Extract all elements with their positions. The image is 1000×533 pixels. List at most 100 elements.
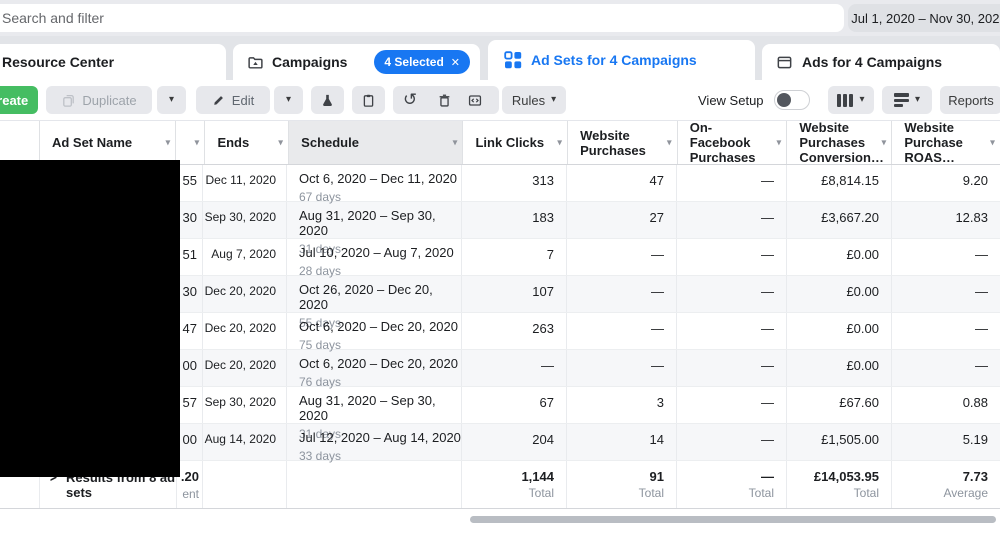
column-header-amount-spent[interactable]: ▾ <box>176 121 206 164</box>
column-header-website-purchases[interactable]: Website Purchases ▾ <box>568 121 678 164</box>
header-label: Link Clicks <box>475 135 545 150</box>
clipboard-button[interactable] <box>352 86 385 114</box>
totals-spacer <box>0 461 40 508</box>
schedule-days: 28 days <box>299 264 342 278</box>
schedule-range: Jul 10, 2020 – Aug 7, 2020 <box>299 245 454 260</box>
folder-icon <box>247 54 264 71</box>
tab-ad-sets[interactable]: Ad Sets for 4 Campaigns <box>488 40 755 80</box>
roas-cell: — <box>975 321 988 336</box>
website-purchases-cell: — <box>567 276 677 312</box>
totals-amount-spent: .20 ent <box>177 461 203 508</box>
sort-caret-icon: ▾ <box>881 137 887 148</box>
totals-caption: Total <box>748 486 774 500</box>
link-clicks-cell: 107 <box>462 276 567 312</box>
sort-caret-icon: ▾ <box>452 137 458 148</box>
edit-button[interactable]: Edit <box>196 86 270 114</box>
totals-conversion-value: £14,053.95 Total <box>787 461 892 508</box>
duplicate-button-label: Duplicate <box>82 92 137 108</box>
search-input[interactable]: Search and filter <box>0 4 844 32</box>
ab-test-button[interactable] <box>311 86 344 114</box>
sort-caret-icon: ▾ <box>278 137 284 148</box>
tab-campaigns[interactable]: Campaigns 4 Selected ✕ <box>233 44 480 80</box>
conversion-value-cell: £0.00 <box>787 276 892 312</box>
totals-value: £14,053.95 <box>813 469 879 484</box>
on-facebook-purchases-cell: — <box>677 424 787 460</box>
chevron-right-icon[interactable]: > <box>50 467 58 487</box>
conversion-value-cell: £1,505.00 <box>787 424 892 460</box>
column-header-website-purchases-conversion[interactable]: Website Purchases Conversion… ▾ <box>787 120 893 165</box>
amount-spent-cell: 00 <box>177 350 203 386</box>
roas-cell: 5.19 <box>962 432 988 447</box>
schedule-range: Oct 6, 2020 – Dec 20, 2020 <box>299 319 458 334</box>
schedule-cell: Oct 6, 2020 – Dec 20, 2020 75 days <box>287 313 462 352</box>
schedule-cell: Jul 10, 2020 – Aug 7, 2020 28 days <box>287 239 462 278</box>
columns-button[interactable]: ▾ <box>828 86 874 114</box>
ends-cell: Aug 14, 2020 <box>203 424 287 460</box>
breakdown-button[interactable]: ▾ <box>882 86 932 114</box>
grid-icon <box>504 51 522 69</box>
badge-close-icon[interactable]: ✕ <box>450 56 460 69</box>
column-header-ad-set-name[interactable]: Ad Set Name ▾ <box>40 121 177 164</box>
horizontal-scrollbar[interactable] <box>470 516 996 523</box>
column-header-schedule[interactable]: Schedule ▾ <box>289 121 464 164</box>
create-button[interactable]: Create <box>0 86 38 114</box>
chevron-down-icon: ▾ <box>551 94 557 105</box>
totals-value: 91 <box>649 469 664 484</box>
on-facebook-purchases-cell: — <box>677 239 787 275</box>
totals-value: 1,144 <box>521 469 554 484</box>
schedule-range: Aug 31, 2020 – Sep 30, 2020 <box>299 208 436 238</box>
chevron-down-icon: ▾ <box>168 94 175 105</box>
sort-caret-icon: ▾ <box>776 137 782 148</box>
date-range-picker[interactable]: Jul 1, 2020 – Nov 30, 2020 <box>848 4 1000 32</box>
header-label: Ad Set Name <box>51 135 133 150</box>
tab-resource-center[interactable]: Resource Center <box>0 44 226 80</box>
column-header-ends[interactable]: Ends ▾ <box>205 121 290 164</box>
schedule-cell: Aug 31, 2020 – Sep 30, 2020 31 days <box>287 387 462 441</box>
tab-ad-sets-label: Ad Sets for 4 Campaigns <box>531 52 697 68</box>
select-all-checkbox-cell[interactable] <box>0 121 40 164</box>
trash-icon[interactable] <box>437 93 452 108</box>
amount-spent-cell: 57 <box>177 387 203 423</box>
schedule-days: 33 days <box>299 449 342 463</box>
rules-button[interactable]: Rules ▾ <box>502 86 566 114</box>
chevron-down-icon: ▾ <box>914 94 921 105</box>
reports-button-label: Reports <box>948 92 994 108</box>
tab-ads-label: Ads for 4 Campaigns <box>802 54 943 70</box>
ends-cell: Sep 30, 2020 <box>203 202 287 238</box>
columns-icon <box>837 93 854 107</box>
undo-icon[interactable]: ↺ <box>402 89 418 109</box>
column-header-website-purchase-roas[interactable]: Website Purchase ROAS… ▾ <box>892 120 1000 165</box>
link-clicks-cell: — <box>462 350 567 386</box>
totals-caption: Average <box>943 486 988 500</box>
reports-button[interactable]: Reports <box>940 86 1000 114</box>
roas-cell: — <box>975 247 988 262</box>
totals-caption: Total <box>638 486 664 500</box>
tab-ads[interactable]: Ads for 4 Campaigns <box>762 44 1000 80</box>
pixel-code-button[interactable] <box>458 86 492 114</box>
duplicate-button[interactable]: Duplicate <box>46 86 152 114</box>
column-header-link-clicks[interactable]: Link Clicks ▾ <box>463 121 569 164</box>
link-clicks-cell: 313 <box>462 165 567 201</box>
amount-spent-cell: 47 <box>177 313 203 349</box>
roas-cell: 12.83 <box>955 210 988 225</box>
edit-dropdown-button[interactable]: ▾ <box>274 86 303 114</box>
column-header-on-facebook-purchases[interactable]: On-Facebook Purchases ▾ <box>678 120 788 165</box>
totals-link-clicks: 1,144 Total <box>462 461 567 508</box>
website-purchases-cell: 14 <box>567 424 677 460</box>
flask-icon <box>320 93 335 108</box>
link-clicks-cell: 263 <box>462 313 567 349</box>
view-setup-toggle[interactable] <box>773 90 810 110</box>
copy-icon <box>61 93 76 108</box>
on-facebook-purchases-cell: — <box>677 276 787 312</box>
totals-value: — <box>761 469 774 484</box>
schedule-range: Oct 26, 2020 – Dec 20, 2020 <box>299 282 433 312</box>
schedule-cell: Aug 31, 2020 – Sep 30, 2020 31 days <box>287 202 462 256</box>
website-purchases-cell: 27 <box>567 202 677 238</box>
schedule-days: 31 days <box>299 427 342 441</box>
chevron-down-icon: ▾ <box>859 94 865 105</box>
duplicate-dropdown-button[interactable]: ▾ <box>157 86 186 114</box>
amount-spent-cell: 55 <box>177 165 203 201</box>
website-purchases-cell: — <box>567 313 677 349</box>
tab-resource-center-label: Resource Center <box>2 54 115 70</box>
edit-button-label: Edit <box>231 92 255 108</box>
